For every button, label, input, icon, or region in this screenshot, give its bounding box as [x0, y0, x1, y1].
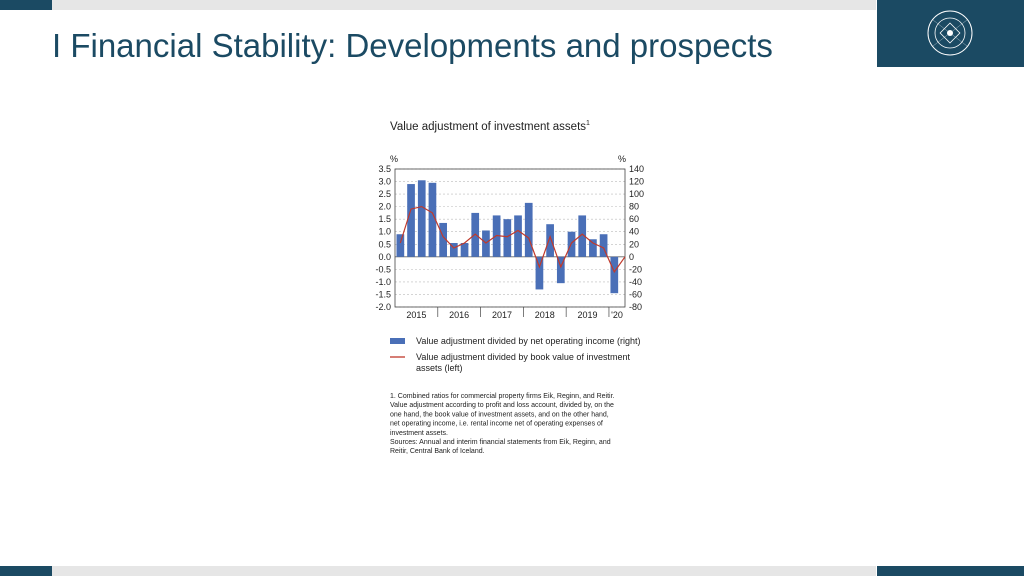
chart: Value adjustment of investment assets1 %… [375, 120, 644, 455]
central-bank-seal-icon [927, 10, 973, 56]
chart-title: Value adjustment of investment assets1 [390, 120, 590, 133]
legend-bar-swatch [390, 338, 405, 344]
bar [599, 234, 608, 257]
slide-title: I Financial Stability: Developments and … [52, 27, 773, 64]
left-tick-label: 1.0 [378, 227, 391, 237]
chart-footnotes: 1. Combined ratios for commercial proper… [390, 393, 615, 455]
left-tick-label: -1.0 [375, 277, 391, 287]
bar [524, 202, 533, 257]
right-tick-label: -60 [629, 289, 642, 299]
left-axis-unit: % [390, 154, 398, 164]
bar [417, 180, 426, 257]
right-axis-unit: % [618, 154, 626, 164]
left-tick-label: 3.0 [378, 177, 391, 187]
left-tick-label: -2.0 [375, 302, 391, 312]
bottom-accent-bar-right [877, 566, 1024, 576]
footnote-line: Reitir, Central Bank of Iceland. [390, 448, 485, 455]
footnote-line: one hand, the book value of investment a… [390, 411, 609, 418]
bar [396, 234, 405, 257]
bar [428, 182, 437, 257]
bar [610, 256, 619, 294]
left-tick-label: -1.5 [375, 289, 391, 299]
legend-line-label: Value adjustment divided by book value o… [416, 352, 630, 373]
x-tick-label: 2016 [449, 310, 469, 320]
bar [589, 239, 597, 257]
bar [514, 215, 522, 257]
bar [460, 243, 469, 257]
right-tick-label: -40 [629, 277, 642, 287]
right-tick-label: 60 [629, 214, 639, 224]
x-tick-label: 2019 [578, 310, 598, 320]
top-accent-bar [0, 0, 52, 10]
left-tick-label: 2.5 [378, 189, 391, 199]
left-tick-label: 0.5 [378, 239, 391, 249]
legend-line-label-line2: assets (left) [416, 363, 463, 373]
footnote-line: net operating income, i.e. rental income… [390, 421, 603, 428]
bar [546, 224, 554, 257]
footnote-line: investment assets. [390, 430, 448, 437]
x-tick-label: '20 [611, 310, 623, 320]
legend: Value adjustment divided by net operatin… [390, 336, 640, 373]
bar [556, 256, 565, 284]
right-tick-label: -20 [629, 264, 642, 274]
x-tick-label: 2018 [535, 310, 555, 320]
x-tick-label: 2017 [492, 310, 512, 320]
x-tick-label: 2015 [406, 310, 426, 320]
top-grey-bar [52, 0, 876, 10]
footnote-line: Value adjustment according to profit and… [390, 402, 614, 409]
bar [503, 219, 512, 257]
left-tick-label: 0.0 [378, 252, 391, 262]
right-tick-label: 100 [629, 189, 644, 199]
right-tick-label: 20 [629, 239, 639, 249]
bottom-grey-bar [52, 566, 876, 576]
right-tick-label: 140 [629, 164, 644, 174]
bar [578, 215, 587, 257]
footnote-line: Sources: Annual and interim financial st… [390, 439, 611, 446]
legend-line-label-line1: Value adjustment divided by book value o… [416, 352, 630, 362]
footnote-line: 1. Combined ratios for commercial proper… [390, 393, 615, 400]
left-tick-label: 2.0 [378, 202, 391, 212]
bar [407, 184, 415, 257]
right-tick-label: -80 [629, 302, 642, 312]
bottom-accent-bar-left [0, 566, 52, 576]
right-tick-label: 80 [629, 202, 639, 212]
bar [449, 243, 458, 257]
series-line [399, 205, 626, 274]
right-tick-label: 40 [629, 227, 639, 237]
left-tick-label: 3.5 [378, 164, 391, 174]
right-tick-label: 120 [629, 177, 644, 187]
bar [439, 222, 447, 257]
plot-area: 3.5 3.0 2.5 2.0 1.5 1.0 0.5 0.0 -0.5 -1.0 -1.5 -2.0… [375, 164, 644, 320]
plot-frame [394, 168, 626, 308]
bar [535, 256, 544, 290]
legend-bar-label: Value adjustment divided by net operatin… [416, 336, 640, 346]
left-tick-label: -0.5 [375, 264, 391, 274]
right-tick-label: 0 [629, 252, 634, 262]
logo-box [877, 0, 1024, 67]
left-tick-label: 1.5 [378, 214, 391, 224]
